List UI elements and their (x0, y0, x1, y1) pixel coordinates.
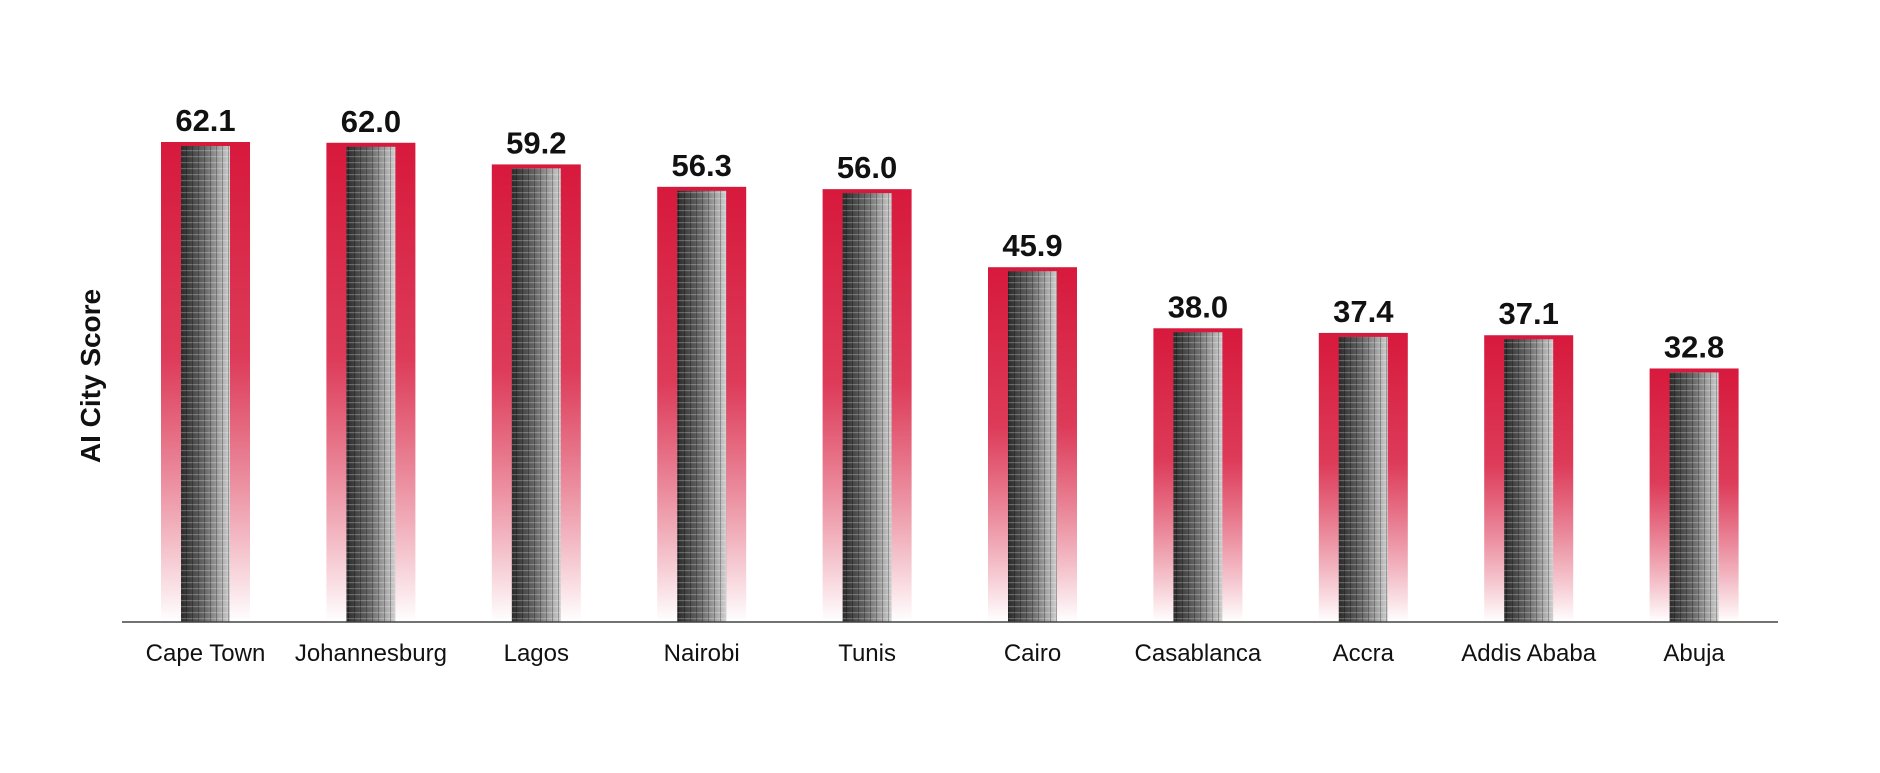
value-label-6: 38.0 (1168, 289, 1228, 324)
value-label-4: 56.0 (837, 150, 897, 185)
building-windows-0 (181, 146, 230, 622)
value-label-8: 37.1 (1499, 296, 1559, 331)
category-label-7: Accra (1333, 640, 1395, 667)
building-windows-3 (677, 190, 727, 622)
category-label-6: Casablanca (1135, 640, 1262, 667)
building-windows-1 (346, 146, 396, 622)
building-windows-4 (842, 193, 892, 622)
value-labels-group: 62.1 62.0 59.2 56.3 56.0 45.9 38.0 37.4 37.1 32.8 (175, 103, 1724, 364)
value-label-9: 32.8 (1664, 329, 1724, 364)
category-label-3: Nairobi (664, 640, 740, 667)
building-windows-6 (1173, 332, 1223, 622)
bars-group (161, 142, 1739, 622)
value-label-5: 45.9 (1002, 228, 1062, 263)
category-label-2: Lagos (504, 640, 569, 667)
building-windows-7 (1338, 336, 1388, 622)
value-label-2: 59.2 (506, 125, 566, 160)
value-label-3: 56.3 (672, 148, 732, 183)
value-label-7: 37.4 (1333, 294, 1394, 329)
value-label-0: 62.1 (175, 103, 235, 138)
category-label-0: Cape Town (146, 640, 266, 667)
category-label-4: Tunis (838, 640, 896, 667)
building-windows-5 (1008, 271, 1057, 622)
category-label-1: Johannesburg (295, 640, 447, 667)
category-label-5: Cairo (1004, 640, 1061, 667)
building-windows-2 (511, 168, 561, 622)
category-labels-group: Cape Town Johannesburg Lagos Nairobi Tunis Ca… (146, 640, 1726, 667)
category-label-8: Addis Ababa (1461, 640, 1596, 667)
value-label-1: 62.0 (341, 104, 401, 139)
category-label-9: Abuja (1663, 640, 1725, 667)
building-windows-8 (1504, 339, 1554, 622)
y-axis-label: AI City Score (75, 289, 106, 463)
building-windows-9 (1669, 372, 1719, 622)
